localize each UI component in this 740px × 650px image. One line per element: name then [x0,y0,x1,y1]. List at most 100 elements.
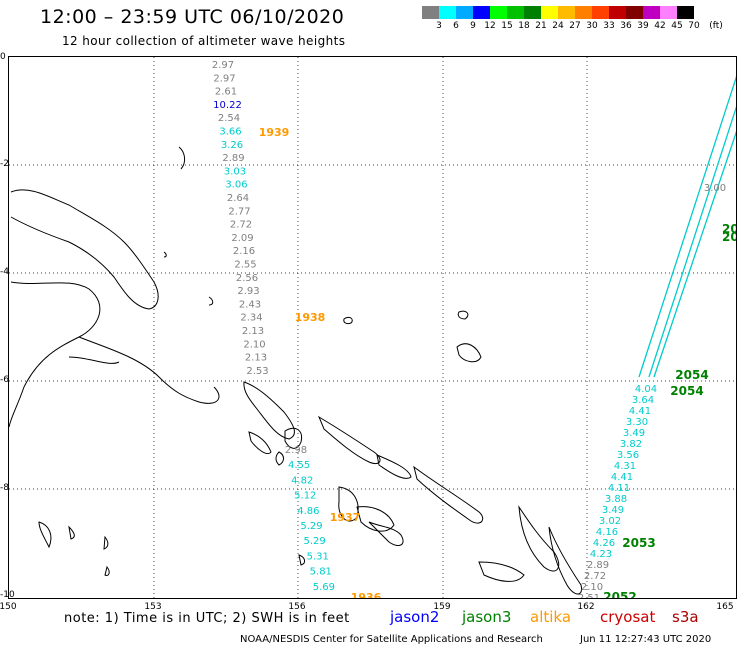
swh-value: 3.88 [605,494,627,505]
colorbar-level: 45 [671,21,683,31]
colorbar [422,6,694,19]
swh-value: 3.56 [617,450,639,461]
colorbar-level: 15 [501,21,513,31]
pass-time-label: 2053 [622,536,655,550]
pass-time-label: 1939 [259,126,290,139]
colorbar-swatch [609,6,626,19]
colorbar-swatch [592,6,609,19]
colorbar-swatch [660,6,677,19]
colorbar-swatch [507,6,524,19]
lon-label: 165 [716,602,734,612]
colorbar-level: 18 [518,21,530,31]
coastlines [9,146,583,595]
swh-value: 2.55 [234,260,256,271]
swh-value: 3.64 [632,395,654,406]
pass-time-label: 1936 [351,591,382,599]
swh-value: 4.82 [291,475,313,486]
lon-label: 156 [288,602,306,612]
swh-value: 2.97 [213,73,235,84]
lon-label: 159 [433,602,451,612]
legend-altika: altika [530,608,572,626]
lon-label: 150 [0,602,17,612]
colorbar-swatch [422,6,439,19]
page-title: 12:00 – 23:59 UTC 06/10/2020 [40,6,345,28]
colorbar-level: 30 [586,21,598,31]
colorbar-level: 39 [637,21,649,31]
swh-value: 2.72 [230,220,252,231]
pass-time-label: 2054 [675,368,708,382]
colorbar-swatch [456,6,473,19]
swh-value: 5.29 [300,521,322,532]
legend-jason2: jason2 [390,608,440,626]
swh-value: 3.26 [221,140,243,151]
colorbar-level: 24 [552,21,564,31]
lon-label: 153 [144,602,162,612]
swh-value: 10.22 [213,100,242,111]
swh-value: 4.31 [614,461,636,472]
colorbar-swatch [558,6,575,19]
pass-time-label: 1937 [330,511,361,524]
legend-s3a: s3a [672,608,699,626]
track-a: 2.97 2.97 2.61 10.22 2.54 3.66 3.26 2.89 3.03 3.0… [212,60,269,377]
lat-label: -2 [0,159,9,169]
timestamp: Jun 11 12:27:43 UTC 2020 [580,634,712,645]
colorbar-level: 21 [535,21,547,31]
lat-label: -4 [0,267,9,277]
swh-value: 2.51 [578,593,600,599]
swh-value: 2.56 [236,273,258,284]
swh-value: 2.97 [212,60,234,71]
swh-value: 4.41 [611,472,633,483]
credit-line: NOAA/NESDIS Center for Satellite Applica… [240,634,543,645]
swh-value: 2.13 [245,353,267,364]
swh-value: 3.66 [219,127,241,138]
swh-value: 2.53 [246,366,268,377]
colorbar-level: 27 [569,21,581,31]
track-c: 4.043.644.413.303.493.823.564.314.414.11… [578,183,726,599]
colorbar-swatch [626,6,643,19]
colorbar-level: 33 [603,21,615,31]
colorbar-swatch [473,6,490,19]
lat-label: -6 [0,375,9,385]
colorbar-level: 36 [620,21,632,31]
pass-time-label: 1938 [295,311,326,324]
swh-value: 4.23 [590,549,612,560]
swh-value: 3.00 [704,183,726,194]
swh-value: 2.77 [228,206,250,217]
lat-label: -8 [0,483,9,493]
swh-value: 5.69 [313,582,335,593]
swh-value: 4.04 [635,384,657,395]
swh-value: 4.16 [596,527,618,538]
colorbar-level: 12 [484,21,496,31]
colorbar-swatch [439,6,456,19]
pass-time-label: 2055 [722,230,737,244]
swh-value: 2.93 [237,286,259,297]
pass-time-labels: 1939 1938 1937 1936 2054 2054 2053 2052 20552055 [259,126,737,599]
swh-value: 2.98 [285,445,307,456]
swh-value: 6.16 [316,597,338,599]
lon-label: 162 [577,602,595,612]
colorbar-level: 6 [453,21,459,31]
swh-value: 3.06 [225,180,247,191]
track-b: 2.98 4.55 4.82 5.12 4.86 5.29 5.29 5.31 5.81 5.69… [285,445,338,599]
swh-value: 5.12 [294,491,316,502]
swh-value: 5.81 [310,567,332,578]
swh-value: 5.29 [303,536,325,547]
map-svg: 2.97 2.97 2.61 10.22 2.54 3.66 3.26 2.89 3.03 3.0… [9,57,737,599]
page-subtitle: 12 hour collection of altimeter wave hei… [62,34,346,48]
swh-value: 2.89 [587,560,609,571]
lat-label: 0 [0,52,6,62]
map-plot[interactable]: 2.97 2.97 2.61 10.22 2.54 3.66 3.26 2.89 3.03 3.0… [8,56,737,599]
colorbar-swatch [643,6,660,19]
swh-value: 3.30 [626,417,648,428]
swh-value: 4.26 [593,538,615,549]
swh-value: 2.64 [227,193,249,204]
swh-value: 2.34 [240,313,262,324]
swh-value: 3.49 [602,505,624,516]
swh-value: 2.10 [581,582,603,593]
swh-value: 4.55 [288,460,310,471]
swh-value: 4.41 [629,406,651,417]
swh-value: 2.10 [243,339,265,350]
swh-value: 3.49 [623,428,645,439]
pass-time-label: 2054 [670,384,703,398]
footnote: note: 1) Time is in UTC; 2) SWH is in fe… [64,611,350,626]
